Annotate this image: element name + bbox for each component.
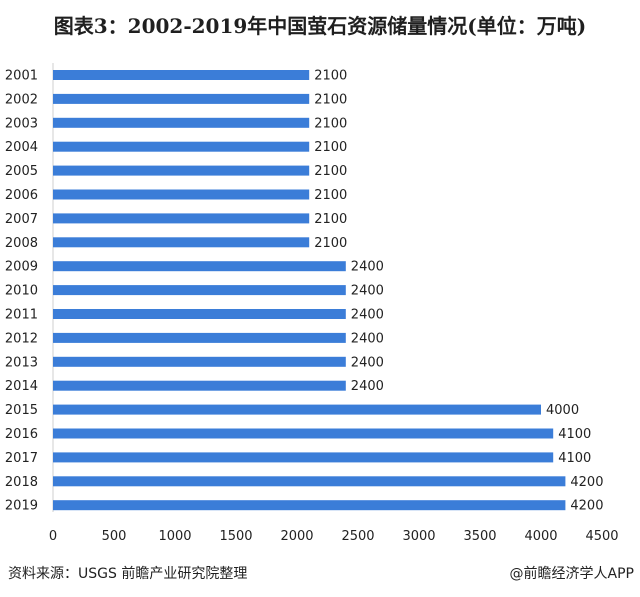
bar — [53, 476, 566, 487]
x-tick-label: 4000 — [524, 529, 557, 544]
category-label: 2009 — [5, 260, 38, 275]
data-label: 2100 — [314, 164, 347, 179]
x-tick-label: 4500 — [585, 529, 618, 544]
bar — [53, 117, 310, 128]
bar — [53, 237, 310, 248]
category-label: 2015 — [5, 403, 38, 418]
data-label: 4200 — [570, 475, 603, 490]
credit-note: @前瞻经济学人APP — [509, 566, 634, 582]
data-label: 4200 — [570, 499, 603, 514]
data-label: 2100 — [314, 236, 347, 251]
x-tick-label: 1500 — [219, 529, 252, 544]
x-tick-label: 3000 — [402, 529, 435, 544]
source-note: 资料来源：USGS 前瞻产业研究院整理 — [8, 566, 248, 582]
data-label: 2400 — [351, 284, 384, 299]
bar — [53, 309, 346, 319]
bar — [53, 213, 310, 224]
category-label: 2018 — [5, 475, 38, 490]
data-label: 2400 — [351, 331, 384, 346]
data-label: 2100 — [314, 140, 347, 155]
category-label: 2002 — [5, 92, 38, 107]
bar — [53, 332, 346, 343]
category-label: 2005 — [5, 164, 38, 179]
category-label: 2016 — [5, 427, 38, 442]
bar — [53, 141, 310, 152]
bar — [53, 428, 554, 439]
data-label: 4100 — [558, 427, 591, 442]
category-label: 2006 — [5, 188, 38, 203]
x-tick-label: 3500 — [463, 529, 496, 544]
data-label: 2100 — [314, 92, 347, 107]
data-label: 2400 — [351, 379, 384, 394]
x-tick-label: 2500 — [341, 529, 374, 544]
data-label: 2100 — [314, 212, 347, 227]
category-label: 2004 — [5, 140, 38, 155]
bar — [53, 70, 310, 80]
category-label: 2019 — [5, 499, 38, 514]
x-tick-label: 500 — [102, 529, 127, 544]
x-tick-label: 0 — [49, 529, 57, 544]
category-label: 2003 — [5, 116, 38, 131]
data-label: 2400 — [351, 308, 384, 323]
category-label: 2014 — [5, 379, 38, 394]
bar — [53, 452, 554, 463]
bar — [53, 356, 346, 367]
bar — [53, 93, 310, 104]
bar — [53, 165, 310, 176]
category-label: 2013 — [5, 355, 38, 370]
category-label: 2008 — [5, 236, 38, 251]
bar — [53, 285, 346, 296]
chart-title: 图表3：2002-2019年中国萤石资源储量情况(单位：万吨) — [53, 14, 587, 38]
data-label: 2400 — [351, 355, 384, 370]
bar — [53, 404, 541, 415]
category-label: 2007 — [5, 212, 38, 227]
data-label: 2100 — [314, 116, 347, 131]
data-label: 4000 — [546, 403, 579, 418]
data-label: 2400 — [351, 260, 384, 275]
x-tick-label: 2000 — [280, 529, 313, 544]
category-label: 2011 — [5, 308, 38, 323]
data-label: 2100 — [314, 69, 347, 84]
bar — [53, 261, 346, 272]
category-label: 2010 — [5, 284, 38, 299]
bar — [53, 380, 346, 391]
category-label: 2017 — [5, 451, 38, 466]
category-label: 2012 — [5, 331, 38, 346]
data-label: 2100 — [314, 188, 347, 203]
category-label: 2001 — [5, 69, 38, 84]
data-label: 4100 — [558, 451, 591, 466]
bar — [53, 500, 566, 511]
x-tick-label: 1000 — [158, 529, 191, 544]
bar — [53, 189, 310, 200]
